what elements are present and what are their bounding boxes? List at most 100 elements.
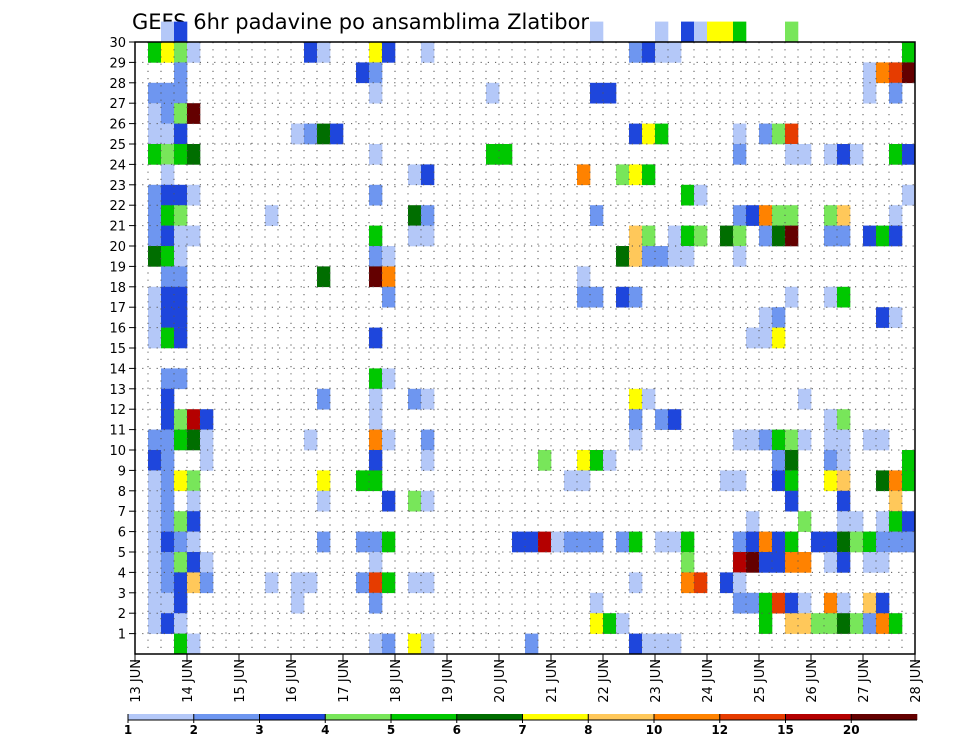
heatmap-cell	[850, 531, 864, 553]
heatmap-cell	[148, 511, 162, 532]
heatmap-cells	[148, 21, 916, 655]
heatmap-cell	[746, 327, 760, 349]
heatmap-cell	[772, 531, 786, 553]
heatmap-cell	[174, 409, 188, 430]
heatmap-cell	[161, 286, 175, 308]
heatmap-cell	[876, 62, 890, 84]
heatmap-cell	[356, 470, 370, 492]
heatmap-cell	[408, 633, 422, 655]
heatmap-cell	[733, 144, 747, 165]
heatmap-cell	[824, 531, 838, 553]
heatmap-cell	[837, 470, 851, 492]
y-tick-label: 11	[109, 424, 126, 439]
legend-label: 6	[453, 723, 461, 737]
heatmap-cell	[174, 225, 188, 247]
heatmap-cell	[759, 123, 773, 145]
heatmap-cell	[850, 613, 864, 634]
heatmap-cell	[148, 307, 162, 328]
legend-color-swatch	[259, 714, 326, 720]
y-tick-label: 21	[109, 220, 126, 235]
heatmap-cell	[161, 531, 175, 553]
heatmap-cell	[187, 144, 201, 165]
heatmap-cell	[408, 164, 422, 186]
heatmap-cell	[733, 123, 747, 145]
heatmap-cell	[590, 531, 604, 553]
heatmap-cell	[616, 246, 630, 267]
heatmap-cell	[798, 144, 812, 165]
heatmap-cell	[863, 82, 877, 104]
heatmap-cell	[317, 42, 331, 63]
heatmap-cell	[785, 531, 799, 553]
heatmap-cell	[161, 307, 175, 328]
heatmap-cell	[369, 184, 383, 206]
grid-lines	[135, 42, 915, 654]
heatmap-cell	[668, 246, 682, 267]
heatmap-cell	[616, 164, 630, 186]
heatmap-cell	[174, 592, 188, 614]
heatmap-cell	[733, 592, 747, 614]
heatmap-cell	[824, 144, 838, 165]
heatmap-cell	[590, 286, 604, 308]
heatmap-cell	[668, 225, 682, 247]
heatmap-cell	[772, 470, 786, 492]
heatmap-cell	[850, 511, 864, 532]
heatmap-cell	[369, 531, 383, 553]
legend-color-swatch	[522, 714, 589, 720]
heatmap-cell	[577, 450, 591, 471]
heatmap-cell	[837, 531, 851, 553]
heatmap-cell	[720, 21, 734, 43]
y-tick-label: 27	[109, 97, 126, 112]
heatmap-cell	[174, 368, 188, 390]
heatmap-cell	[746, 531, 760, 553]
heatmap-cell	[759, 592, 773, 614]
heatmap-cell	[902, 531, 916, 553]
y-tick-label: 20	[109, 240, 126, 255]
heatmap-cell	[759, 205, 773, 226]
heatmap-cell	[681, 552, 695, 573]
heatmap-cell	[785, 592, 799, 614]
heatmap-cell	[317, 490, 331, 512]
heatmap-cell	[187, 511, 201, 532]
x-tick-label: 22 JUN	[597, 659, 612, 703]
legend-label: 7	[518, 723, 526, 737]
heatmap-cell	[902, 450, 916, 471]
heatmap-cell	[681, 572, 695, 594]
heatmap-cell	[681, 246, 695, 267]
heatmap-cell	[265, 205, 279, 226]
y-tick-label: 22	[109, 199, 126, 214]
y-tick-label: 5	[118, 546, 126, 561]
heatmap-cell	[902, 511, 916, 532]
heatmap-cell	[590, 21, 604, 43]
heatmap-cell	[187, 42, 201, 63]
heatmap-cell	[681, 184, 695, 206]
heatmap-cell	[733, 552, 747, 573]
heatmap-cell	[798, 592, 812, 614]
heatmap-cell	[824, 205, 838, 226]
heatmap-cell	[187, 409, 201, 430]
y-tick-label: 15	[109, 342, 126, 357]
heatmap-cell	[837, 225, 851, 247]
heatmap-cell	[382, 429, 396, 451]
heatmap-cell	[538, 531, 552, 553]
heatmap-cell	[785, 225, 799, 247]
heatmap-cell	[642, 123, 656, 145]
heatmap-cell	[798, 613, 812, 634]
heatmap-cell	[863, 429, 877, 451]
y-tick-label: 8	[118, 485, 126, 500]
heatmap-cell	[603, 613, 617, 634]
heatmap-cell	[733, 470, 747, 492]
heatmap-cell	[499, 144, 513, 165]
heatmap-cell	[733, 572, 747, 594]
x-tick-label: 13 JUN	[129, 659, 144, 703]
heatmap-cell	[785, 21, 799, 43]
heatmap-cell	[655, 633, 669, 655]
y-tick-label: 28	[109, 77, 126, 92]
heatmap-cell	[161, 572, 175, 594]
heatmap-cell	[733, 429, 747, 451]
heatmap-cell	[265, 572, 279, 594]
heatmap-cell	[759, 613, 773, 634]
heatmap-cell	[655, 531, 669, 553]
heatmap-cell	[785, 286, 799, 308]
x-tick-label: 28 JUN	[909, 659, 924, 703]
heatmap-cell	[148, 123, 162, 145]
